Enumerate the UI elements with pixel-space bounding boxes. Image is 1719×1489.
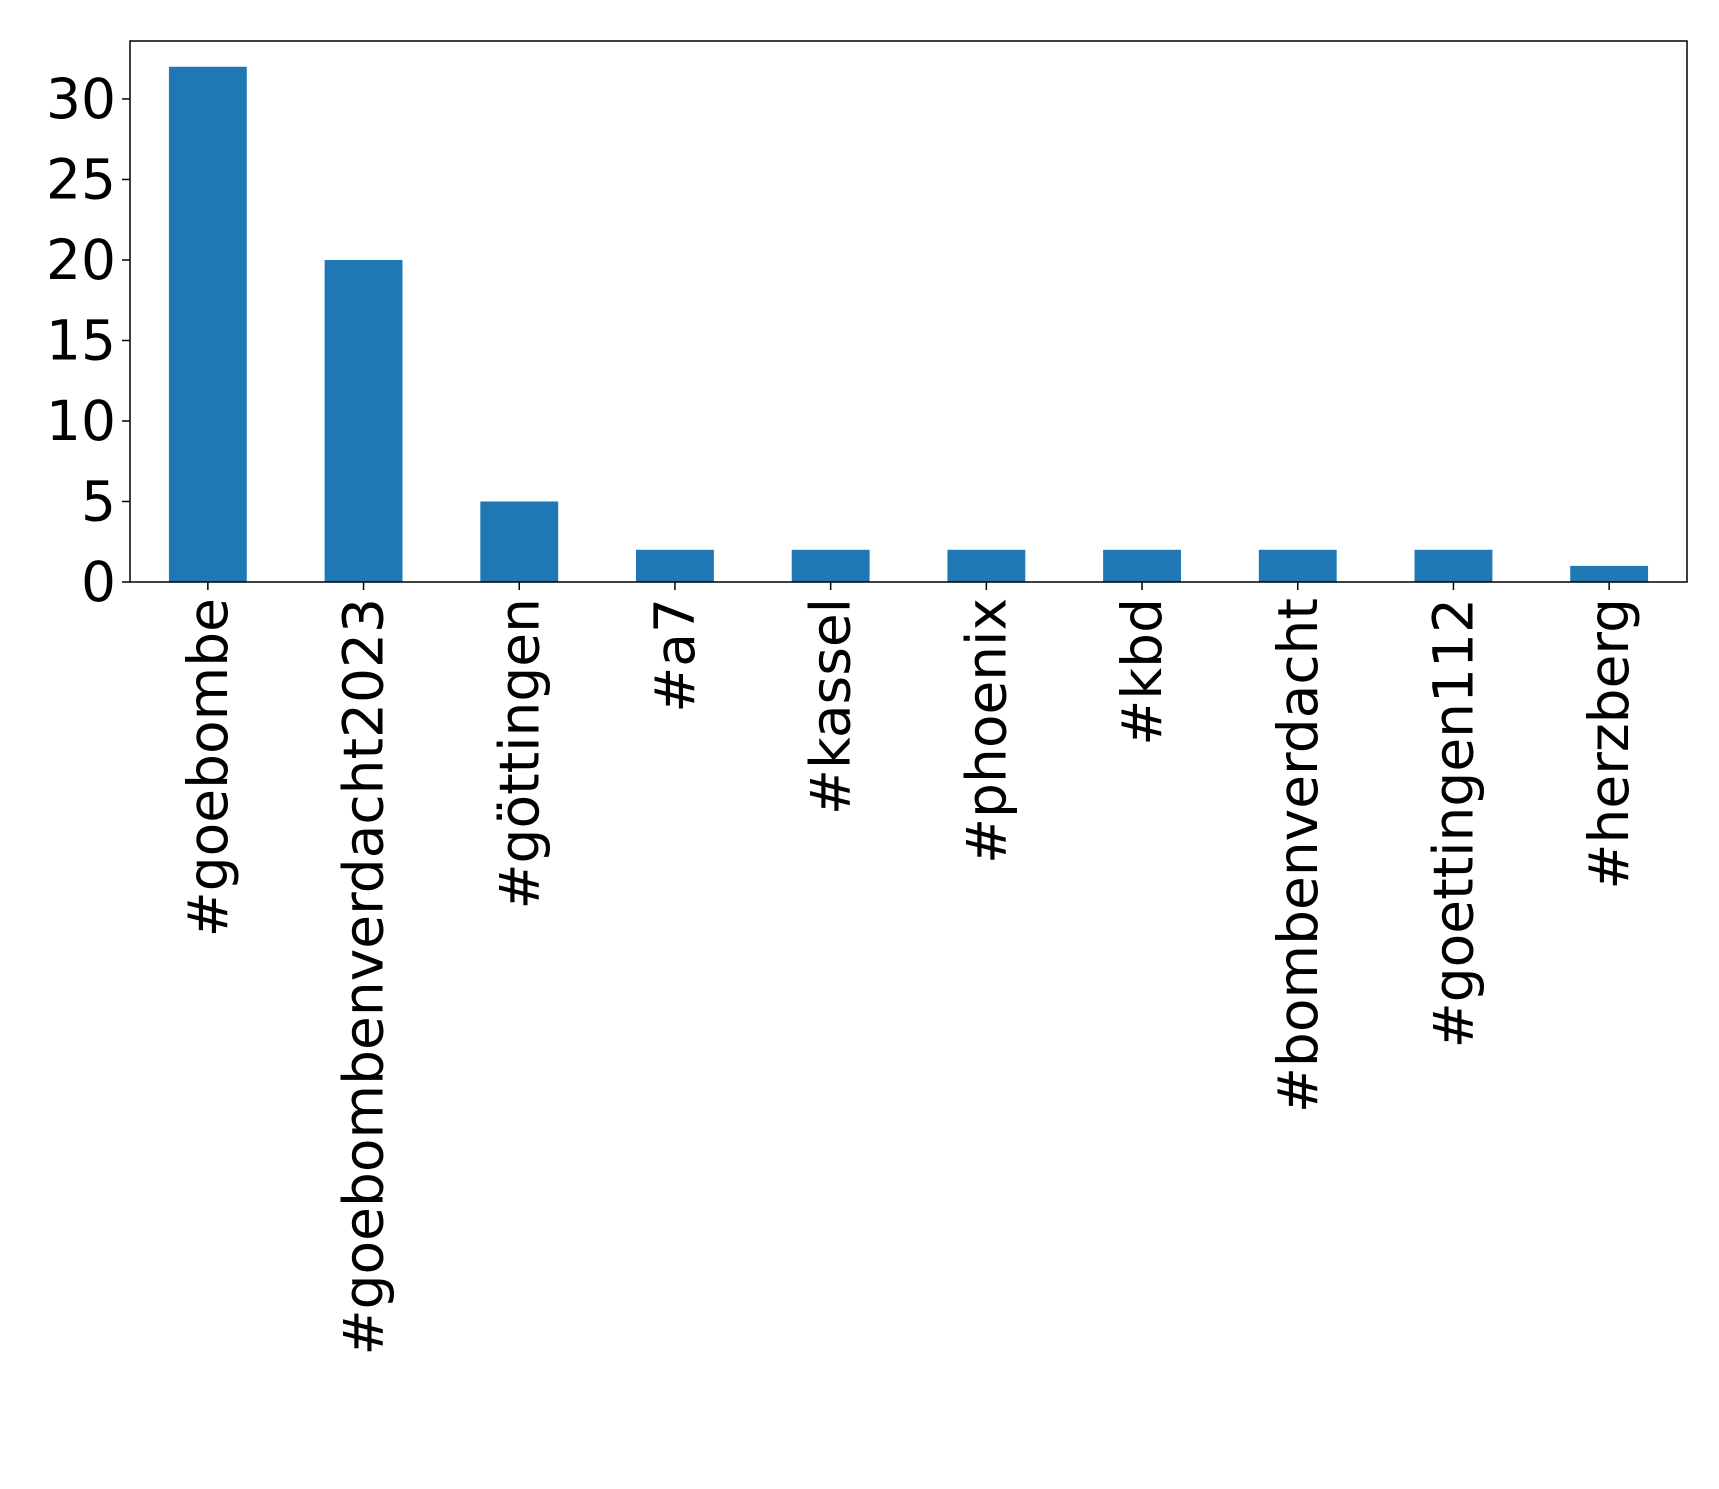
y-tick-label: 0 [81, 550, 116, 614]
y-tick-label: 10 [46, 389, 116, 453]
x-tick-label: #kassel [799, 598, 863, 815]
bar [636, 549, 714, 582]
y-tick-label: 15 [46, 308, 116, 372]
y-tick-label: 25 [46, 147, 116, 211]
x-tick-label: #goettingen112 [1421, 598, 1485, 1048]
bar [791, 549, 870, 582]
x-tick-label: #goebombe [176, 598, 240, 937]
bar [1414, 549, 1493, 582]
y-tick-label: 30 [46, 67, 116, 131]
bar [947, 549, 1026, 582]
bar [480, 501, 559, 582]
bar [1103, 549, 1181, 582]
x-tick-label: #goebombenverdacht2023 [332, 598, 396, 1356]
x-tick-label: #phoenix [954, 598, 1018, 864]
x-tick-label: #kbd [1110, 598, 1174, 746]
y-tick-label: 5 [81, 469, 116, 533]
x-tick-label: #a7 [643, 598, 707, 713]
x-tick-label: #göttingen [487, 598, 551, 910]
bar [1570, 565, 1649, 582]
bar [324, 259, 403, 582]
bar [168, 66, 247, 582]
y-tick-label: 20 [46, 228, 116, 292]
x-tick-label: #herzberg [1577, 598, 1641, 890]
x-tick-label: #bombenverdacht [1266, 598, 1330, 1113]
axes-frame [129, 40, 1688, 583]
bar [1258, 549, 1337, 582]
